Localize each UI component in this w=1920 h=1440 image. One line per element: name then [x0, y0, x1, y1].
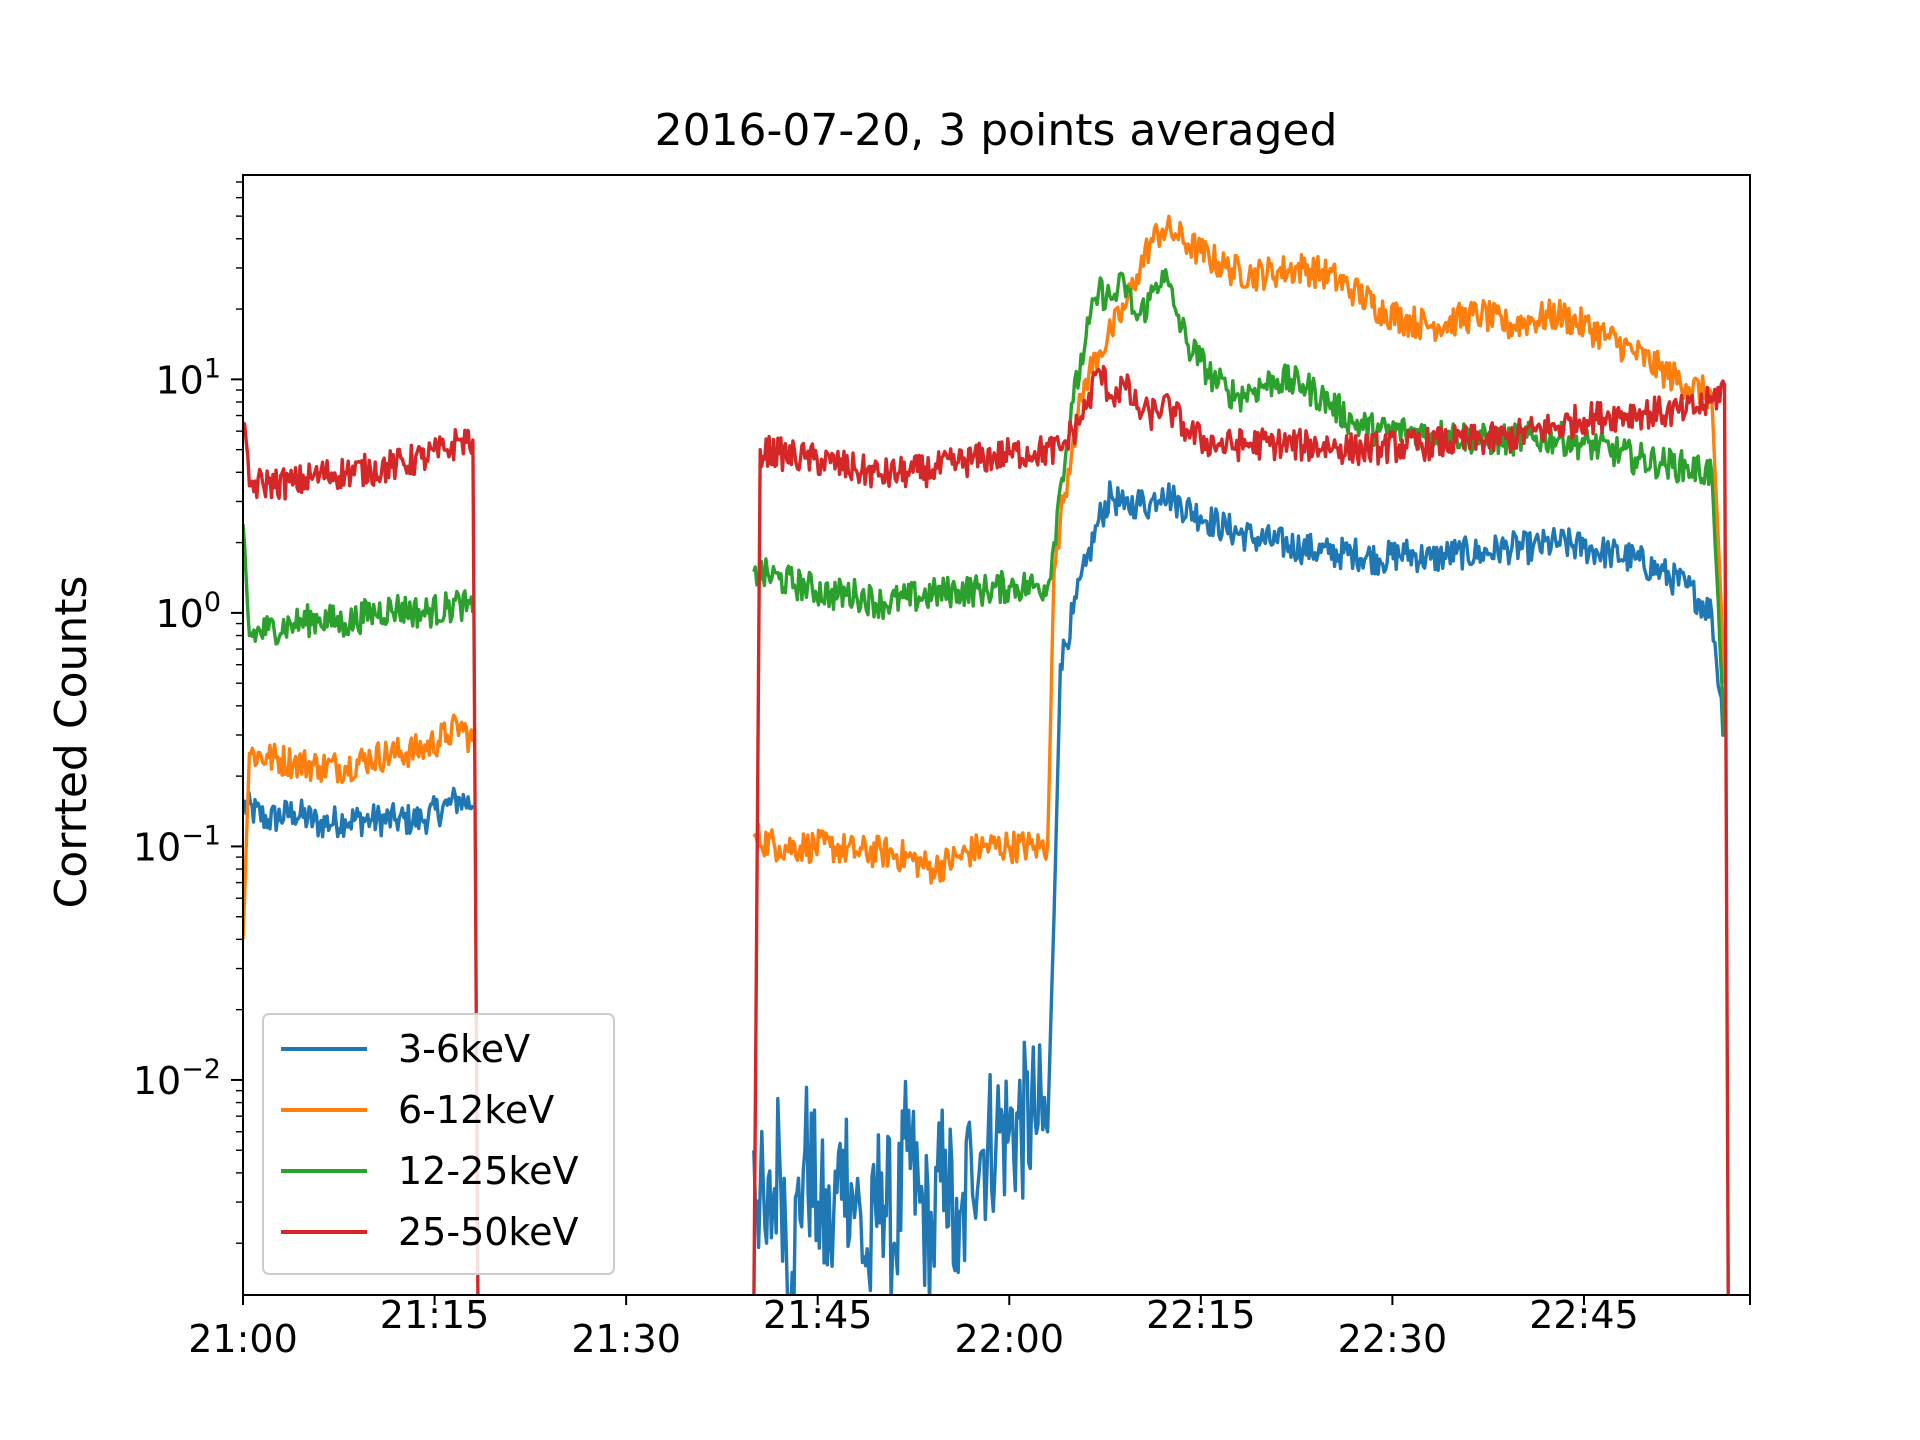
x-tick-label: 21:00: [188, 1317, 298, 1361]
y-axis-label: Corrted Counts: [46, 576, 97, 909]
legend-box: [262, 1013, 615, 1275]
plot-area: [243, 214, 1730, 1295]
series-line-25-50keV-segment-1: [243, 421, 480, 1295]
series-line-6-12keV-segment-2: [752, 214, 1727, 885]
series-line-12-25keV-segment-1: [243, 523, 475, 646]
series-line-3-6keV-segment-2: [752, 480, 1725, 1295]
series-line-3-6keV-segment-1: [243, 786, 475, 839]
y-tick-label: 101: [155, 353, 221, 402]
y-tick-label: 10−1: [133, 820, 221, 869]
x-tick-label: 21:45: [763, 1293, 873, 1337]
x-tick-label: 22:45: [1529, 1293, 1639, 1337]
legend: 3-6keV 6-12keV 12-25keV 25-50keV: [262, 1013, 615, 1275]
x-tick-label: 22:30: [1338, 1317, 1448, 1361]
legend-label-12-25keV: 12-25keV: [398, 1149, 578, 1193]
legend-label-3-6keV: 3-6keV: [398, 1027, 530, 1071]
legend-label-6-12keV: 6-12keV: [398, 1088, 554, 1132]
x-tick-label: 22:15: [1146, 1293, 1256, 1337]
y-tick-label: 10−2: [133, 1054, 221, 1103]
legend-label-25-50keV: 25-50keV: [398, 1210, 578, 1254]
chart-title: 2016-07-20, 3 points averaged: [655, 105, 1338, 156]
series-line-12-25keV-segment-2: [752, 268, 1727, 736]
series-line-25-50keV-segment-2: [752, 364, 1730, 1295]
series-line-6-12keV-segment-1: [243, 713, 475, 940]
axes: 21:00 21:15 21:30 21:45 22:00 22:15 22:30 22:45…: [133, 174, 1751, 1361]
x-tick-label: 22:00: [955, 1317, 1065, 1361]
x-tick-label: 21:15: [380, 1293, 490, 1337]
y-tick-label: 100: [155, 587, 221, 636]
x-tick-label: 21:30: [571, 1317, 681, 1361]
